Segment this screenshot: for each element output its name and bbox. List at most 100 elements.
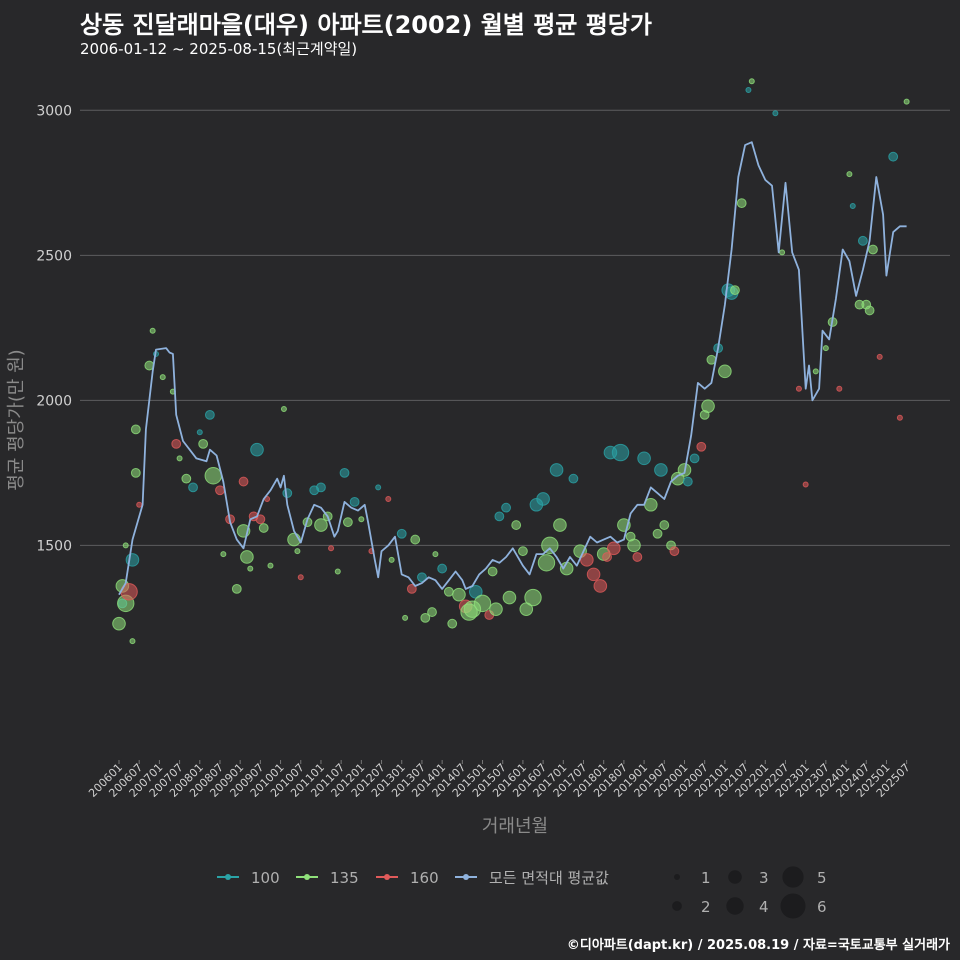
point-area-135 <box>342 517 353 528</box>
point-area-135 <box>452 587 466 602</box>
point-area-135 <box>659 520 670 530</box>
point-area-100 <box>196 429 203 436</box>
point-area-100 <box>568 473 579 484</box>
point-area-100 <box>772 110 779 117</box>
point-area-160 <box>602 552 612 562</box>
size-legend-label: 3 <box>759 869 769 887</box>
point-area-160 <box>385 495 392 502</box>
point-area-100 <box>682 476 693 487</box>
point-area-135 <box>204 467 222 485</box>
y-tick-label: 3000 <box>36 103 72 119</box>
size-legend-label: 6 <box>817 898 827 916</box>
point-area-135 <box>181 473 192 484</box>
x-axis-label: 거래년월 <box>482 816 548 837</box>
point-area-100 <box>204 409 215 420</box>
point-area-135 <box>487 566 498 577</box>
point-area-100 <box>611 443 630 462</box>
point-area-160 <box>580 553 594 567</box>
point-area-100 <box>250 442 264 457</box>
point-area-135 <box>280 406 287 413</box>
point-area-160 <box>606 541 621 556</box>
point-area-160 <box>215 485 225 496</box>
point-area-135 <box>432 551 439 558</box>
y-tick-labels: 1500 2000 2500 3000 <box>36 103 72 554</box>
point-area-135 <box>541 536 559 555</box>
y-tick-label: 2500 <box>36 248 72 264</box>
point-area-135 <box>489 602 503 616</box>
point-area-135 <box>240 550 254 564</box>
point-area-135 <box>231 583 242 594</box>
chart-title: 상동 진달래마을(대우) 아파트(2002) 월별 평균 평당가 <box>80 11 652 39</box>
point-area-135 <box>864 305 875 316</box>
point-area-135 <box>358 516 365 523</box>
point-area-135 <box>846 171 853 178</box>
point-area-160 <box>297 574 304 581</box>
point-area-135 <box>718 364 732 379</box>
legend-label-160: 160 <box>410 869 439 887</box>
y-tick-label: 2000 <box>36 393 72 409</box>
scatter-points <box>112 78 910 645</box>
point-area-135 <box>812 368 819 375</box>
size-legend-label: 2 <box>701 898 711 916</box>
y-axis-label: 평균 평당가(만 원) <box>6 349 27 490</box>
legend-marker-100 <box>225 874 231 880</box>
point-area-135 <box>524 588 542 607</box>
point-area-100 <box>745 87 752 93</box>
point-area-135 <box>443 586 454 597</box>
point-area-100 <box>494 511 505 522</box>
point-area-135 <box>247 565 254 572</box>
average-line <box>118 141 907 596</box>
point-area-100 <box>396 528 407 539</box>
point-area-135 <box>130 424 141 435</box>
legend-series: 100 135 160 모든 면적대 평균값 <box>217 869 609 887</box>
point-area-160 <box>696 441 707 452</box>
point-area-160 <box>328 545 335 552</box>
point-area-160 <box>238 476 249 487</box>
point-area-135 <box>473 594 492 613</box>
point-area-135 <box>410 534 421 545</box>
point-area-160 <box>171 438 182 449</box>
point-area-160 <box>876 353 883 360</box>
point-area-135 <box>294 548 301 555</box>
point-area-135 <box>129 638 136 645</box>
point-area-100 <box>888 151 899 162</box>
size-legend-circle <box>672 901 682 911</box>
point-area-100 <box>316 482 326 493</box>
point-area-100 <box>654 463 668 477</box>
point-area-100 <box>501 502 511 513</box>
point-area-160 <box>795 385 802 392</box>
point-area-160 <box>593 579 608 593</box>
point-area-135 <box>748 78 755 85</box>
point-area-135 <box>553 518 567 532</box>
legend-marker-135 <box>304 874 310 880</box>
point-area-160 <box>406 583 417 594</box>
point-area-135 <box>701 399 715 413</box>
point-area-160 <box>136 501 143 508</box>
point-area-135 <box>779 249 786 256</box>
point-area-135 <box>730 285 740 296</box>
point-area-100 <box>857 235 868 246</box>
point-area-100 <box>637 451 651 466</box>
source-credit: ©디아파트(dapt.kr) / 2025.08.19 / 자료=국토교통부 실… <box>566 938 950 953</box>
point-area-135 <box>159 374 166 381</box>
size-legend-circle <box>782 866 804 888</box>
point-area-135 <box>149 327 156 334</box>
legend-marker-160 <box>384 874 390 880</box>
point-area-135 <box>736 198 747 209</box>
legend-label-135: 135 <box>330 869 359 887</box>
point-area-135 <box>537 554 556 572</box>
point-area-135 <box>314 518 328 532</box>
point-area-100 <box>349 496 360 507</box>
point-area-100 <box>375 484 382 491</box>
point-area-135 <box>518 546 528 557</box>
point-area-135 <box>652 528 663 539</box>
legend-marker-avg <box>463 874 469 880</box>
legend-label-100: 100 <box>251 869 280 887</box>
point-area-135 <box>112 616 126 631</box>
point-area-135 <box>122 542 129 549</box>
point-area-135 <box>868 244 878 255</box>
point-area-135 <box>822 345 829 352</box>
point-area-100 <box>417 572 427 583</box>
point-area-100 <box>849 203 856 210</box>
